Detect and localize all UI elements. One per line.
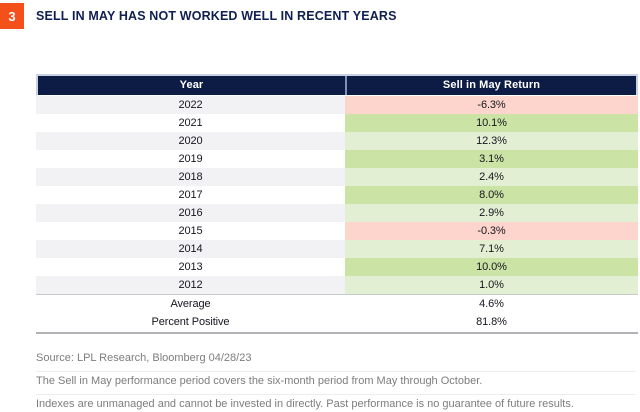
- footnote-performance-period: The Sell in May performance period cover…: [36, 372, 636, 395]
- year-cell: 2022: [36, 96, 345, 114]
- year-cell: 2019: [36, 150, 345, 168]
- summary-value-cell: 81.8%: [345, 313, 638, 332]
- year-cell: 2021: [36, 114, 345, 132]
- return-value-cell: 12.3%: [345, 132, 638, 150]
- year-cell: 2020: [36, 132, 345, 150]
- return-value-cell: 10.0%: [345, 258, 638, 276]
- year-cell: 2014: [36, 240, 345, 258]
- return-value-cell: 10.1%: [345, 114, 638, 132]
- return-value-cell: 1.0%: [345, 276, 638, 294]
- return-value-cell: -0.3%: [345, 222, 638, 240]
- summary-row: Percent Positive 81.8%: [36, 313, 638, 332]
- table-row: 2017 8.0%: [36, 186, 638, 204]
- return-value-cell: 2.9%: [345, 204, 638, 222]
- summary-value-cell: 4.6%: [345, 295, 638, 313]
- table-row: 2012 1.0%: [36, 276, 638, 294]
- return-value-cell: 2.4%: [345, 168, 638, 186]
- footnotes-block: Source: LPL Research, Bloomberg 04/28/23…: [36, 349, 636, 412]
- table-body: 2022 -6.3% 2021 10.1% 2020 12.3% 2019 3.1% 2018 2…: [36, 96, 638, 332]
- return-value-cell: 7.1%: [345, 240, 638, 258]
- table-row: 2015 -0.3%: [36, 222, 638, 240]
- year-cell: 2018: [36, 168, 345, 186]
- footnote-disclaimer: Indexes are unmanaged and cannot be inve…: [36, 398, 574, 410]
- table-header-row: Year Sell in May Return: [36, 74, 638, 96]
- year-cell: 2015: [36, 222, 345, 240]
- table-row: 2021 10.1%: [36, 114, 638, 132]
- year-cell: 2013: [36, 258, 345, 276]
- source-text: Source: LPL Research, Bloomberg 04/28/23: [36, 349, 636, 372]
- return-value-cell: 3.1%: [345, 150, 638, 168]
- year-cell: 2017: [36, 186, 345, 204]
- return-value-cell: -6.3%: [345, 96, 638, 114]
- summary-label-cell: Average: [36, 295, 345, 313]
- column-header-return: Sell in May Return: [345, 76, 636, 95]
- table-row: 2014 7.1%: [36, 240, 638, 258]
- return-value-cell: 8.0%: [345, 186, 638, 204]
- year-cell: 2012: [36, 276, 345, 294]
- table-row: 2020 12.3%: [36, 132, 638, 150]
- summary-row: Average 4.6%: [36, 294, 638, 313]
- figure-title: SELL IN MAY HAS NOT WORKED WELL IN RECEN…: [36, 9, 397, 23]
- table-row: 2022 -6.3%: [36, 96, 638, 114]
- year-cell: 2016: [36, 204, 345, 222]
- figure-number-badge: 3: [0, 3, 24, 29]
- returns-table: Year Sell in May Return 2022 -6.3% 2021 10.…: [36, 74, 638, 334]
- table-row: 2013 10.0%: [36, 258, 638, 276]
- table-row: 2016 2.9%: [36, 204, 638, 222]
- table-row: 2018 2.4%: [36, 168, 638, 186]
- summary-label-cell: Percent Positive: [36, 313, 345, 332]
- column-header-year: Year: [179, 79, 204, 91]
- table-row: 2019 3.1%: [36, 150, 638, 168]
